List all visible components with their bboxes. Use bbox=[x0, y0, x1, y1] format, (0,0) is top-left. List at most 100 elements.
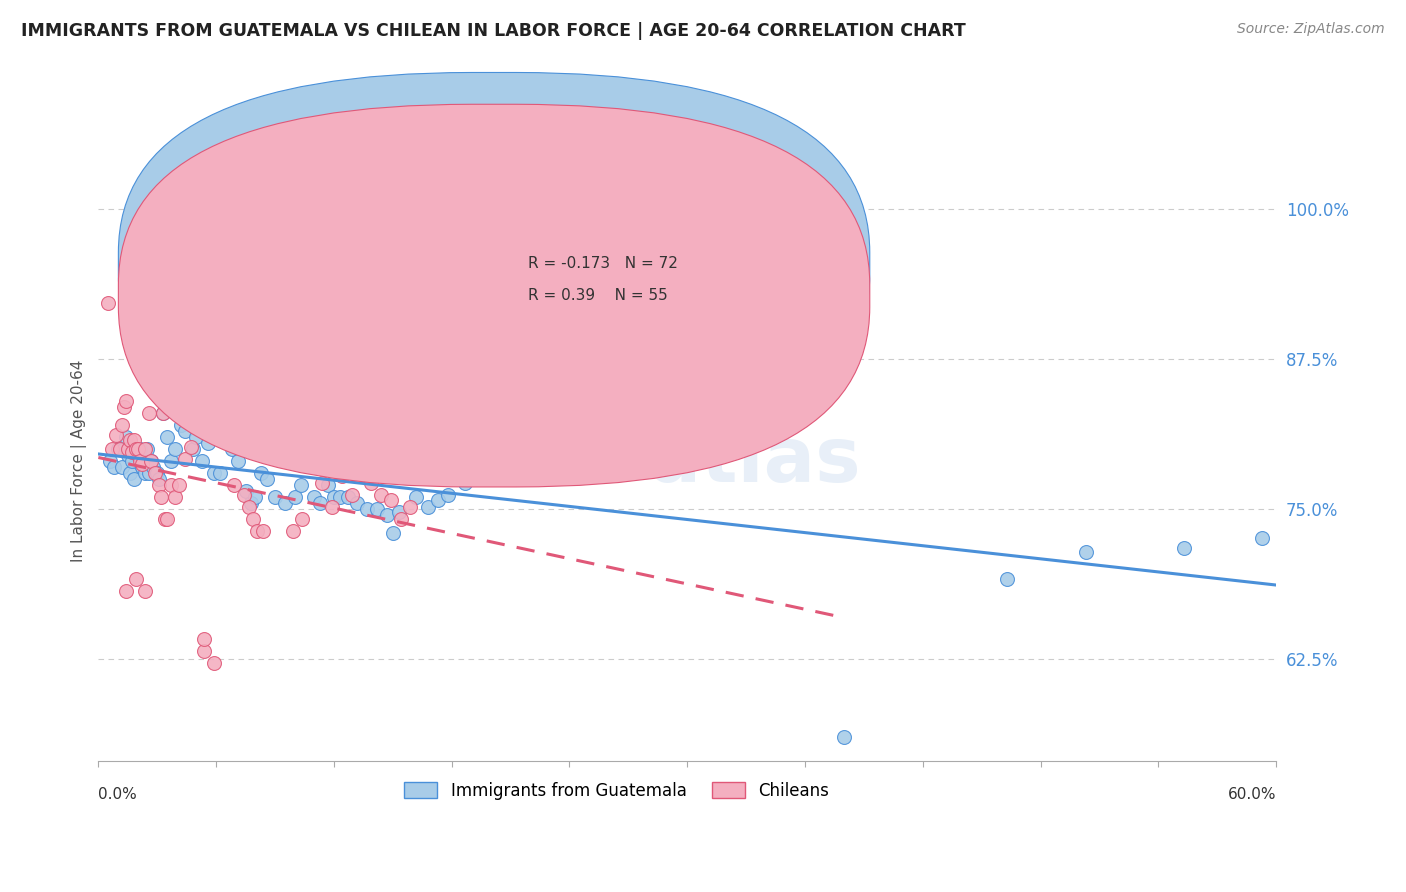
Point bbox=[360, 475, 382, 490]
Point bbox=[252, 524, 274, 538]
Point bbox=[134, 466, 156, 480]
Point bbox=[356, 502, 378, 516]
Point bbox=[370, 488, 392, 502]
Point bbox=[381, 526, 404, 541]
Point bbox=[336, 490, 359, 504]
Point bbox=[112, 400, 135, 414]
Point bbox=[180, 440, 202, 454]
Point bbox=[436, 488, 458, 502]
Point bbox=[118, 433, 141, 447]
Point bbox=[1074, 545, 1097, 559]
Point bbox=[132, 454, 155, 468]
Text: IMMIGRANTS FROM GUATEMALA VS CHILEAN IN LABOR FORCE | AGE 20-64 CORRELATION CHAR: IMMIGRANTS FROM GUATEMALA VS CHILEAN IN … bbox=[21, 22, 966, 40]
Point bbox=[128, 454, 150, 468]
Point bbox=[209, 466, 232, 480]
Point bbox=[134, 442, 156, 457]
Point bbox=[114, 583, 136, 598]
Point bbox=[197, 436, 219, 450]
Point bbox=[316, 478, 339, 492]
Point bbox=[212, 418, 235, 433]
Point bbox=[152, 406, 174, 420]
Point bbox=[375, 508, 398, 523]
Point bbox=[281, 524, 304, 538]
Point bbox=[322, 490, 344, 504]
Point bbox=[221, 442, 243, 457]
Point bbox=[232, 488, 254, 502]
Point bbox=[98, 454, 121, 468]
Point bbox=[111, 460, 134, 475]
Point bbox=[416, 500, 439, 514]
Point bbox=[97, 295, 120, 310]
Point bbox=[173, 451, 195, 466]
Point bbox=[111, 418, 134, 433]
Point bbox=[564, 433, 586, 447]
Point bbox=[399, 500, 422, 514]
Point bbox=[235, 484, 257, 499]
Point bbox=[150, 490, 173, 504]
Point bbox=[330, 468, 353, 483]
Point bbox=[346, 496, 368, 510]
Point bbox=[128, 442, 150, 457]
Point bbox=[226, 454, 249, 468]
Point bbox=[202, 656, 225, 670]
Point bbox=[1251, 531, 1274, 545]
Point bbox=[153, 512, 176, 526]
Point bbox=[136, 442, 159, 457]
Point bbox=[366, 502, 388, 516]
Point bbox=[995, 572, 1018, 586]
Text: 60.0%: 60.0% bbox=[1227, 788, 1277, 803]
Point bbox=[193, 632, 215, 646]
Point bbox=[193, 356, 215, 370]
Text: R = -0.173   N = 72: R = -0.173 N = 72 bbox=[529, 256, 678, 271]
Point bbox=[138, 466, 160, 480]
Point bbox=[152, 406, 174, 420]
Point bbox=[160, 478, 183, 492]
Point bbox=[124, 572, 146, 586]
Point bbox=[118, 466, 141, 480]
Point bbox=[148, 478, 170, 492]
Point bbox=[202, 466, 225, 480]
Point bbox=[238, 500, 260, 514]
Point bbox=[388, 504, 411, 518]
Text: R = 0.39    N = 55: R = 0.39 N = 55 bbox=[529, 288, 668, 303]
Point bbox=[380, 492, 402, 507]
Point bbox=[311, 475, 333, 490]
Point bbox=[284, 490, 307, 504]
Point bbox=[186, 430, 208, 444]
Point bbox=[121, 444, 143, 458]
Point bbox=[405, 490, 427, 504]
Point bbox=[250, 466, 273, 480]
Point bbox=[389, 512, 412, 526]
Point bbox=[134, 583, 156, 598]
FancyBboxPatch shape bbox=[118, 104, 870, 487]
Point bbox=[193, 643, 215, 657]
Point bbox=[240, 496, 263, 510]
Point bbox=[222, 478, 245, 492]
Text: 0.0%: 0.0% bbox=[98, 788, 138, 803]
Point bbox=[290, 478, 312, 492]
Point bbox=[173, 424, 195, 438]
Point bbox=[131, 460, 153, 475]
Point bbox=[309, 496, 332, 510]
Point bbox=[141, 454, 163, 468]
Point bbox=[160, 454, 183, 468]
Point bbox=[191, 454, 214, 468]
Text: ZIPatlas: ZIPatlas bbox=[513, 425, 862, 498]
Point bbox=[177, 388, 200, 402]
Point bbox=[156, 430, 179, 444]
Text: Source: ZipAtlas.com: Source: ZipAtlas.com bbox=[1237, 22, 1385, 37]
Point bbox=[202, 380, 225, 394]
Point bbox=[297, 424, 319, 438]
Point bbox=[114, 430, 136, 444]
Point bbox=[832, 730, 855, 744]
Point bbox=[256, 472, 278, 486]
Point bbox=[505, 464, 527, 478]
Point bbox=[127, 442, 149, 457]
Point bbox=[148, 472, 170, 486]
Point bbox=[215, 430, 238, 444]
Point bbox=[186, 356, 208, 370]
Point bbox=[131, 457, 153, 471]
Point bbox=[1173, 541, 1195, 555]
Point bbox=[142, 460, 165, 475]
Point bbox=[124, 442, 146, 457]
